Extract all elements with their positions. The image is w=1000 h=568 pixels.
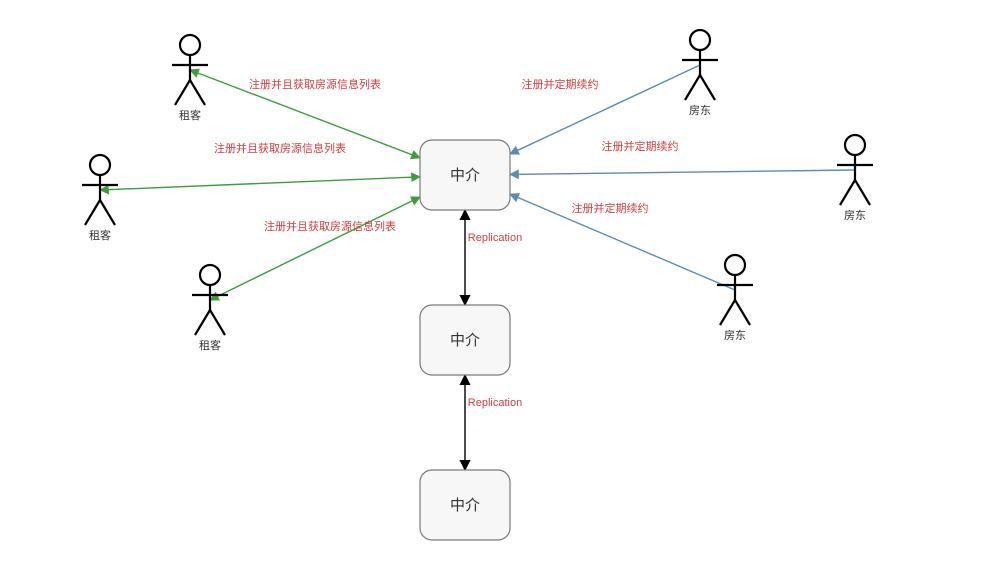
actor-landlord3: 房东 <box>717 255 753 342</box>
actor-label: 房东 <box>689 104 711 117</box>
edge-label: Replication <box>468 397 522 409</box>
diagram-canvas: 中介中介中介 租客租客租客房东房东房东 注册并且获取房源信息列表注册并且获取房源… <box>0 0 1000 568</box>
edge-label: 注册并定期续约 <box>602 139 679 153</box>
actor-tenant3: 租客 <box>192 265 228 352</box>
edge <box>100 177 420 190</box>
agent-node-label: 中介 <box>450 332 480 349</box>
edge-label: 注册并且获取房源信息列表 <box>214 141 346 155</box>
edge-label: Replication <box>468 232 522 244</box>
agent-node-label: 中介 <box>450 167 480 184</box>
actor-label: 租客 <box>199 338 221 352</box>
agent-node-label: 中介 <box>450 497 480 514</box>
edge-label: 注册并且获取房源信息列表 <box>249 77 381 91</box>
edge <box>210 197 420 300</box>
actor-label: 租客 <box>179 108 201 122</box>
actor-tenant1: 租客 <box>172 35 208 122</box>
edge-label: 注册并定期续约 <box>572 201 649 215</box>
actor-label: 租客 <box>89 228 111 242</box>
agent-node: 中介 <box>420 140 510 210</box>
edge <box>510 170 855 174</box>
actor-tenant2: 租客 <box>82 155 118 242</box>
actor-landlord1: 房东 <box>682 30 718 117</box>
edge-label: 注册并定期续约 <box>522 77 599 91</box>
actor-label: 房东 <box>844 209 866 222</box>
agent-node: 中介 <box>420 305 510 375</box>
actor-landlord2: 房东 <box>837 135 873 222</box>
edge-label: 注册并且获取房源信息列表 <box>264 219 396 233</box>
agent-node: 中介 <box>420 470 510 540</box>
actor-label: 房东 <box>724 329 746 342</box>
